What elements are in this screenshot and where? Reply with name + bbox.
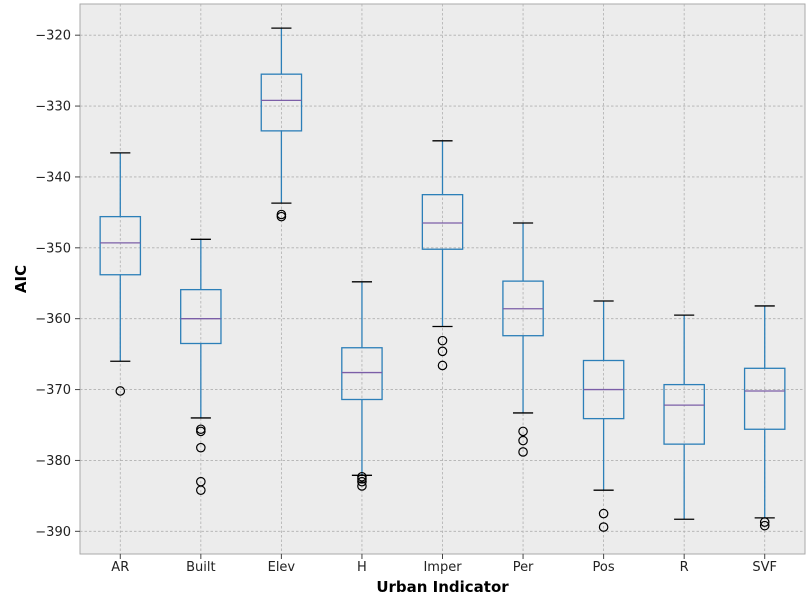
outlier-point [196, 426, 206, 437]
iqr-box [341, 347, 383, 401]
iqr-box [421, 194, 464, 250]
axis-layer: −320 −330 −340 −350 −360 −370 −380 −390 AR Built E… [35, 29, 777, 575]
x-axis-title: Urban Indicator [376, 578, 509, 596]
iqr-box [743, 367, 786, 430]
y-tick-label: −320 [35, 29, 71, 44]
outlier-point [759, 517, 770, 527]
box-imper [421, 140, 464, 371]
outlier-point [196, 442, 206, 453]
x-tick-label: Pos [593, 560, 615, 575]
iqr-box [663, 383, 705, 445]
x-tick-label: Built [186, 560, 215, 575]
outlier-point [196, 485, 206, 496]
box-h [341, 281, 383, 491]
outlier-point [598, 508, 609, 519]
x-tick-label: Imper [423, 560, 462, 575]
outlier-point [518, 447, 528, 457]
y-tick-label: −370 [35, 383, 71, 398]
iqr-box [260, 73, 303, 132]
outlier-point [437, 346, 448, 357]
x-tick-label: Per [513, 560, 534, 575]
y-tick-label: −350 [35, 241, 71, 256]
box-ar [99, 152, 142, 396]
outlier-point [357, 476, 367, 487]
x-tick-label: H [357, 560, 367, 575]
y-tick-label: −340 [35, 170, 71, 185]
y-tick-label: −380 [35, 454, 71, 469]
x-tick-label: Elev [268, 560, 296, 575]
outlier-point [437, 360, 448, 371]
x-tick-label: AR [111, 560, 129, 575]
outlier-point [115, 386, 126, 396]
box-svf [743, 305, 786, 531]
box-per [502, 222, 544, 457]
y-tick-label: −330 [35, 100, 71, 115]
box-pos [582, 300, 625, 532]
box-r [663, 314, 705, 520]
y-tick-label: −360 [35, 312, 71, 327]
outlier-point [518, 426, 528, 437]
outlier-point [598, 522, 609, 532]
outlier-point [357, 481, 367, 491]
y-tick-label: −390 [35, 525, 71, 540]
iqr-box [99, 215, 142, 276]
outlier-point [518, 435, 528, 446]
box-layer [99, 27, 786, 532]
box-built [180, 238, 222, 496]
x-tick-label: R [680, 560, 689, 575]
iqr-box [180, 288, 222, 345]
box-elev [260, 27, 303, 222]
outlier-point [437, 335, 448, 346]
x-tick-label: SVF [752, 560, 777, 575]
outlier-point [759, 520, 770, 531]
outlier-point [276, 211, 287, 222]
outlier-point [357, 474, 367, 484]
y-axis-title: AIC [12, 265, 30, 293]
